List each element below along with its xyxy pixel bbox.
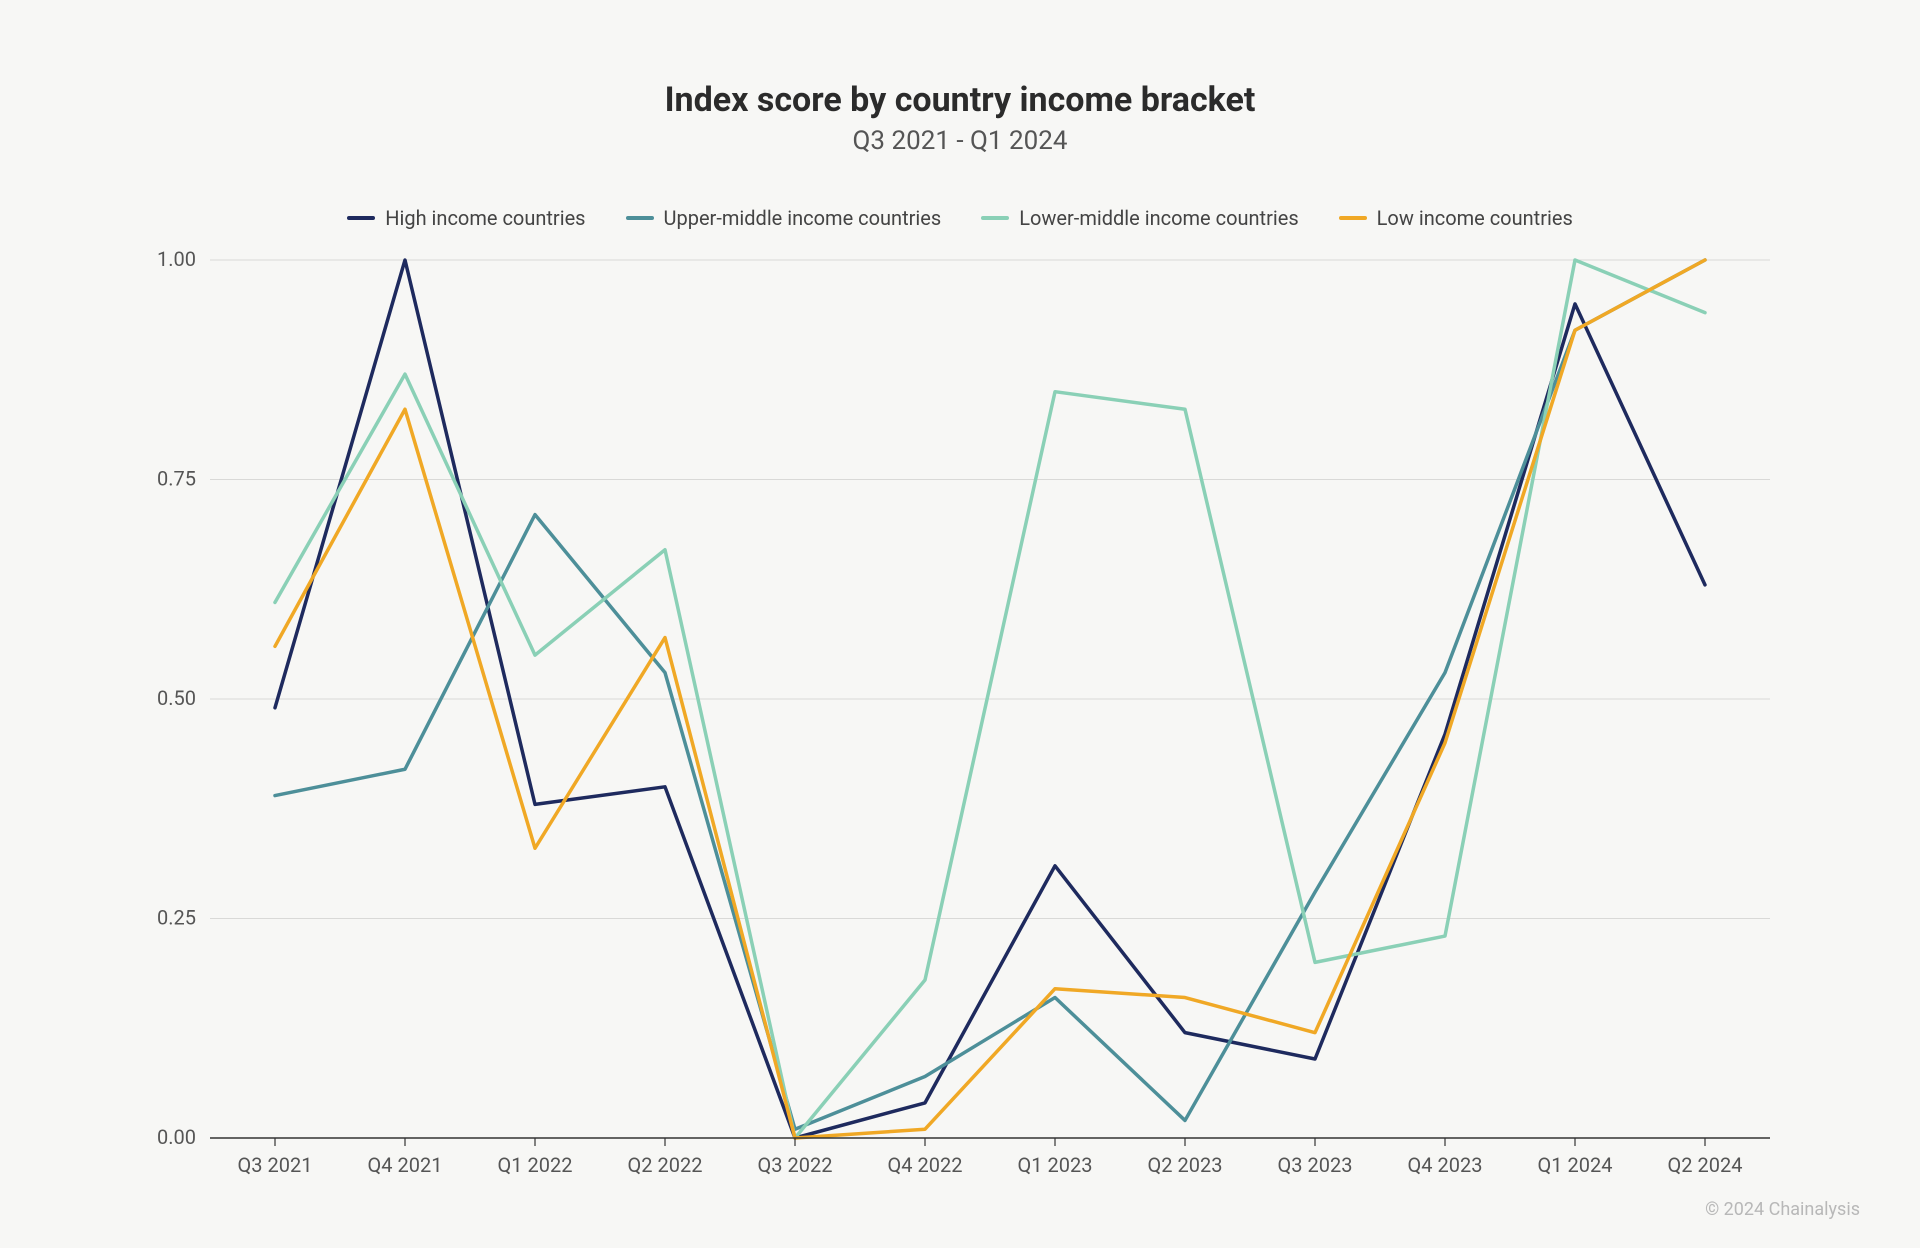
legend-item: Upper-middle income countries — [626, 206, 942, 230]
x-tick-label: Q2 2022 — [628, 1153, 703, 1177]
plot-area: 0.00 0.25 0.50 0.75 1.00 Q3 2021 Q4 2021 Q1 202… — [120, 240, 1800, 1208]
legend-label: High income countries — [385, 206, 585, 230]
y-tick-label: 1.00 — [157, 247, 196, 271]
chart-container: Index score by country income bracket Q3… — [120, 60, 1800, 1208]
copyright-text: © 2024 Chainalysis — [1705, 1199, 1860, 1220]
x-tick-label: Q1 2024 — [1538, 1153, 1613, 1177]
x-tick-label: Q3 2023 — [1278, 1153, 1353, 1177]
legend-swatch — [1339, 216, 1367, 220]
y-tick-label: 0.75 — [157, 467, 196, 491]
y-tick-label: 0.00 — [157, 1125, 196, 1149]
x-tick-label: Q3 2021 — [238, 1153, 313, 1177]
legend-item: High income countries — [347, 206, 585, 230]
y-tick-label: 0.25 — [157, 906, 196, 930]
x-tick-label: Q2 2023 — [1148, 1153, 1223, 1177]
chart-title: Index score by country income bracket — [665, 80, 1256, 120]
legend-label: Lower-middle income countries — [1019, 206, 1298, 230]
x-tick-label: Q3 2022 — [758, 1153, 833, 1177]
y-tick-label: 0.50 — [157, 686, 196, 710]
legend-item: Lower-middle income countries — [981, 206, 1298, 230]
line-chart-svg: 0.00 0.25 0.50 0.75 1.00 Q3 2021 Q4 2021 Q1 202… — [120, 240, 1800, 1208]
legend-label: Low income countries — [1377, 206, 1573, 230]
x-tick-label: Q4 2022 — [888, 1153, 963, 1177]
x-tick-label: Q1 2023 — [1018, 1153, 1093, 1177]
legend-item: Low income countries — [1339, 206, 1573, 230]
x-tick-label: Q2 2024 — [1668, 1153, 1743, 1177]
x-tick-label: Q4 2023 — [1408, 1153, 1483, 1177]
legend-swatch — [981, 216, 1009, 220]
x-tick-label: Q4 2021 — [368, 1153, 443, 1177]
legend-swatch — [626, 216, 654, 220]
legend-swatch — [347, 216, 375, 220]
legend: High income countries Upper-middle income… — [347, 206, 1573, 230]
legend-label: Upper-middle income countries — [664, 206, 942, 230]
chart-subtitle: Q3 2021 - Q1 2024 — [665, 126, 1256, 156]
x-tick-label: Q1 2022 — [498, 1153, 573, 1177]
title-block: Index score by country income bracket Q3… — [665, 80, 1256, 156]
